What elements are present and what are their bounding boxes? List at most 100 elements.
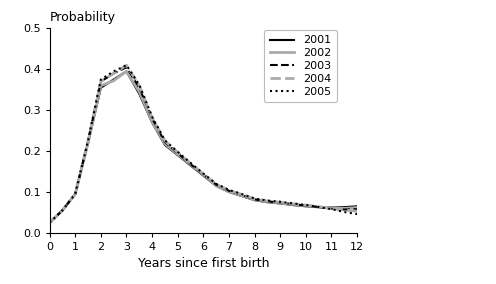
- 2003: [136, 86, 142, 89]
- 2002: [315, 205, 321, 209]
- 2001: [111, 78, 117, 81]
- 2005: [124, 64, 129, 67]
- 2005: [47, 221, 53, 224]
- 2005: [239, 192, 245, 196]
- 2002: [149, 120, 155, 123]
- 2005: [187, 161, 193, 165]
- 2004: [124, 64, 129, 67]
- Line: 2001: 2001: [50, 71, 357, 223]
- 2001: [213, 184, 219, 187]
- 2001: [264, 201, 270, 204]
- 2003: [264, 200, 270, 203]
- 2003: [124, 66, 129, 69]
- 2003: [341, 208, 347, 211]
- 2001: [290, 203, 296, 207]
- 2003: [200, 173, 206, 176]
- 2004: [290, 202, 296, 206]
- 2002: [213, 184, 219, 187]
- 2004: [149, 116, 155, 119]
- 2001: [226, 190, 232, 194]
- 2002: [111, 79, 117, 82]
- 2002: [60, 209, 65, 212]
- 2001: [72, 192, 78, 196]
- 2004: [98, 80, 104, 83]
- 2004: [303, 203, 309, 207]
- 2001: [98, 86, 104, 89]
- 2005: [328, 207, 334, 211]
- 2001: [277, 202, 283, 205]
- 2005: [315, 205, 321, 209]
- 2001: [341, 205, 347, 209]
- 2005: [72, 192, 78, 196]
- 2004: [354, 210, 360, 213]
- 2001: [60, 209, 65, 212]
- 2003: [85, 139, 91, 143]
- 2004: [315, 205, 321, 208]
- 2005: [85, 139, 91, 143]
- 2003: [277, 201, 283, 204]
- 2005: [200, 172, 206, 175]
- 2001: [162, 143, 168, 147]
- 2005: [264, 199, 270, 202]
- 2004: [111, 72, 117, 75]
- 2004: [341, 208, 347, 212]
- 2005: [341, 210, 347, 214]
- 2003: [175, 151, 181, 155]
- 2004: [226, 189, 232, 192]
- 2003: [354, 207, 360, 211]
- 2001: [315, 205, 321, 209]
- 2001: [47, 221, 53, 224]
- 2004: [60, 209, 65, 212]
- Legend: 2001, 2002, 2003, 2004, 2005: 2001, 2002, 2003, 2004, 2005: [264, 30, 337, 102]
- 2003: [111, 72, 117, 75]
- 2003: [303, 204, 309, 207]
- Line: 2002: 2002: [50, 71, 357, 223]
- 2003: [72, 192, 78, 196]
- Line: 2004: 2004: [50, 65, 357, 223]
- 2005: [111, 70, 117, 73]
- 2002: [47, 221, 53, 224]
- 2002: [136, 90, 142, 93]
- 2005: [303, 203, 309, 207]
- 2003: [149, 117, 155, 120]
- 2004: [277, 201, 283, 204]
- 2003: [187, 162, 193, 166]
- 2002: [124, 70, 129, 73]
- 2001: [187, 164, 193, 167]
- 2002: [354, 206, 360, 209]
- 2005: [251, 197, 257, 200]
- 2003: [162, 140, 168, 144]
- 2004: [162, 139, 168, 143]
- 2001: [85, 141, 91, 145]
- 2004: [187, 162, 193, 165]
- 2002: [251, 198, 257, 201]
- 2004: [251, 197, 257, 201]
- 2001: [200, 174, 206, 177]
- 2002: [303, 204, 309, 208]
- 2004: [175, 151, 181, 154]
- 2004: [328, 207, 334, 210]
- 2005: [149, 115, 155, 118]
- 2003: [251, 198, 257, 201]
- 2004: [200, 172, 206, 176]
- 2001: [239, 194, 245, 198]
- 2004: [136, 84, 142, 87]
- 2003: [290, 202, 296, 206]
- Line: 2003: 2003: [50, 67, 357, 223]
- 2001: [149, 121, 155, 124]
- 2004: [213, 183, 219, 186]
- 2003: [315, 205, 321, 209]
- 2002: [162, 142, 168, 145]
- 2002: [290, 203, 296, 206]
- 2005: [136, 83, 142, 87]
- 2005: [175, 150, 181, 154]
- 2001: [124, 70, 129, 73]
- 2002: [72, 192, 78, 196]
- 2002: [98, 84, 104, 87]
- 2003: [60, 209, 65, 212]
- 2005: [162, 139, 168, 142]
- 2005: [98, 78, 104, 81]
- 2002: [239, 194, 245, 197]
- 2002: [341, 207, 347, 210]
- 2004: [85, 139, 91, 143]
